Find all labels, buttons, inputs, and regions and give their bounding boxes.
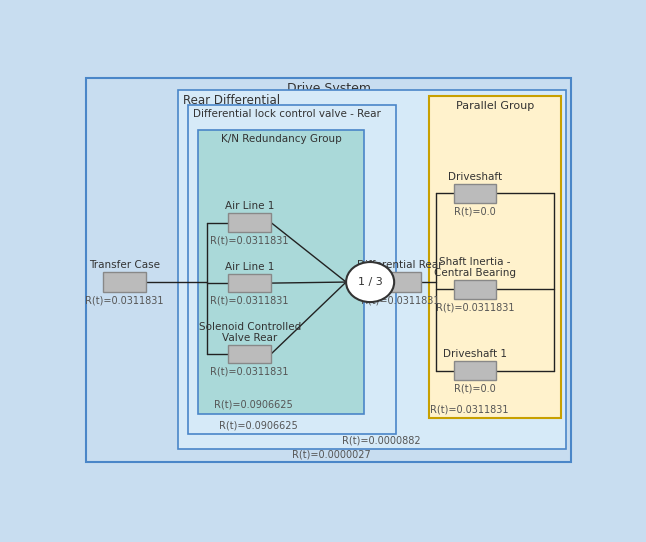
FancyBboxPatch shape [103,272,146,293]
Text: Drive System: Drive System [287,82,371,95]
Text: R(t)=0.0311831: R(t)=0.0311831 [430,405,508,415]
FancyBboxPatch shape [379,272,421,293]
FancyBboxPatch shape [198,130,364,414]
Text: Transfer Case: Transfer Case [89,260,160,269]
FancyBboxPatch shape [189,105,396,434]
Text: R(t)=0.0906625: R(t)=0.0906625 [214,399,293,409]
Text: Air Line 1: Air Line 1 [225,201,275,211]
Text: R(t)=0.0311831: R(t)=0.0311831 [211,367,289,377]
Text: Parallel Group: Parallel Group [456,100,534,111]
FancyBboxPatch shape [229,213,271,232]
Text: Rear Differential: Rear Differential [183,94,280,107]
FancyBboxPatch shape [453,184,496,203]
FancyBboxPatch shape [453,362,496,380]
FancyBboxPatch shape [229,345,271,364]
Text: R(t)=0.0311831: R(t)=0.0311831 [211,296,289,306]
Text: R(t)=0.0311831: R(t)=0.0311831 [436,302,514,312]
Text: R(t)=0.0: R(t)=0.0 [454,384,496,393]
Text: R(t)=0.0311831: R(t)=0.0311831 [85,296,164,306]
Text: Differential lock control valve - Rear: Differential lock control valve - Rear [193,109,381,119]
Text: Solenoid Controlled: Solenoid Controlled [198,322,301,332]
FancyBboxPatch shape [86,78,571,462]
Text: Central Bearing: Central Bearing [434,268,516,278]
Text: Air Line 1: Air Line 1 [225,262,275,272]
Text: R(t)=0.0: R(t)=0.0 [454,206,496,216]
Text: R(t)=0.0311831: R(t)=0.0311831 [360,296,439,306]
Circle shape [346,262,394,302]
Text: Driveshaft 1: Driveshaft 1 [443,349,507,359]
Text: R(t)=0.0000027: R(t)=0.0000027 [292,449,370,460]
Text: K/N Redundancy Group: K/N Redundancy Group [221,134,341,144]
FancyBboxPatch shape [178,90,567,449]
Text: Driveshaft: Driveshaft [448,172,502,182]
FancyBboxPatch shape [429,96,561,418]
FancyBboxPatch shape [229,274,271,293]
Text: Differential Rear: Differential Rear [357,260,443,269]
Text: R(t)=0.0906625: R(t)=0.0906625 [219,420,298,430]
Text: Valve Rear: Valve Rear [222,333,277,343]
Text: R(t)=0.0311831: R(t)=0.0311831 [211,235,289,246]
Text: Shaft Inertia -: Shaft Inertia - [439,257,511,267]
Text: R(t)=0.0000882: R(t)=0.0000882 [342,436,421,446]
FancyBboxPatch shape [453,280,496,299]
Text: 1 / 3: 1 / 3 [358,277,382,287]
